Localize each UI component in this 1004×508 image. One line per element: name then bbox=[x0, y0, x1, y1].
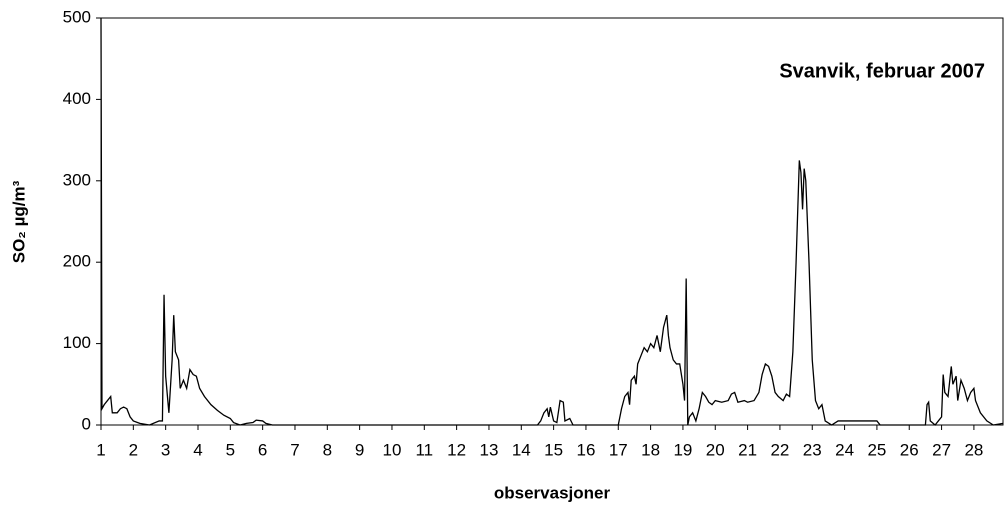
x-tick-label: 24 bbox=[835, 440, 854, 459]
x-tick-label: 1 bbox=[96, 440, 105, 459]
x-tick-label: 26 bbox=[900, 440, 919, 459]
x-tick-label: 15 bbox=[544, 440, 563, 459]
y-tick-label: 0 bbox=[82, 414, 91, 433]
x-tick-label: 23 bbox=[803, 440, 822, 459]
x-tick-label: 17 bbox=[609, 440, 628, 459]
y-tick-label: 300 bbox=[63, 170, 91, 189]
y-tick-label: 500 bbox=[63, 7, 91, 26]
x-tick-label: 14 bbox=[512, 440, 531, 459]
chart-title: Svanvik, februar 2007 bbox=[779, 60, 985, 82]
x-tick-label: 5 bbox=[226, 440, 235, 459]
x-tick-label: 13 bbox=[479, 440, 498, 459]
x-tick-label: 7 bbox=[290, 440, 299, 459]
x-tick-label: 3 bbox=[161, 440, 170, 459]
x-tick-label: 18 bbox=[641, 440, 660, 459]
x-tick-label: 25 bbox=[867, 440, 886, 459]
x-tick-label: 19 bbox=[673, 440, 692, 459]
y-tick-label: 100 bbox=[63, 333, 91, 352]
x-tick-label: 9 bbox=[355, 440, 364, 459]
x-tick-label: 4 bbox=[193, 440, 202, 459]
x-tick-label: 21 bbox=[738, 440, 757, 459]
x-tick-label: 6 bbox=[258, 440, 267, 459]
data-line bbox=[100, 17, 1004, 426]
x-tick-label: 20 bbox=[706, 440, 725, 459]
y-axis-label: SO₂ µg/m³ bbox=[9, 180, 28, 263]
x-tick-label: 10 bbox=[383, 440, 402, 459]
x-tick-label: 28 bbox=[964, 440, 983, 459]
x-tick-label: 8 bbox=[323, 440, 332, 459]
y-tick-label: 400 bbox=[63, 89, 91, 108]
x-tick-label: 27 bbox=[932, 440, 951, 459]
x-tick-label: 12 bbox=[447, 440, 466, 459]
x-tick-label: 2 bbox=[129, 440, 138, 459]
x-tick-label: 11 bbox=[415, 440, 433, 459]
x-tick-label: 16 bbox=[576, 440, 595, 459]
x-tick-label: 22 bbox=[770, 440, 789, 459]
x-axis-label: observasjoner bbox=[494, 483, 611, 502]
y-tick-label: 200 bbox=[63, 252, 91, 271]
